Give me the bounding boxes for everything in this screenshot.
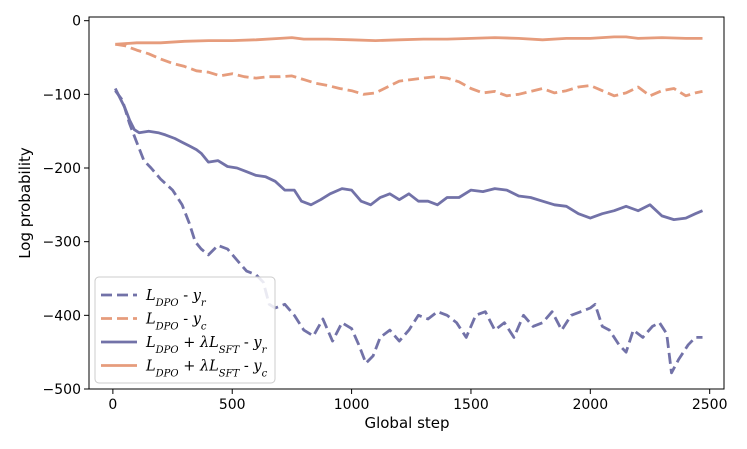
y-tick-label: −300 [43,235,81,251]
x-tick-label: 2000 [572,397,608,413]
y-tick-label: −100 [43,87,81,103]
legend-label-4: LDPO + λLSFT - yc [145,359,268,380]
y-tick-label: −200 [43,161,81,177]
y-axis-ticks: 0 −100 −200 −300 −400 −500 [43,14,89,398]
series-line-3 [114,87,704,221]
series-layer [114,35,704,375]
legend-box [94,276,276,384]
x-axis-label: Global step [364,414,449,432]
x-tick-label: 1500 [453,397,489,413]
y-axis-label: Log probability [16,147,34,259]
x-tick-label: 2500 [692,397,728,413]
legend-label-3: LDPO + λLSFT - yr [145,335,268,356]
plot-frame [88,16,725,390]
series-line-2 [115,42,703,98]
legend-label-2: LDPO - yc [145,312,207,333]
x-tick-label: 0 [108,397,117,413]
x-axis-ticks: 0 500 1000 1500 2000 2500 [108,389,727,413]
y-tick-label: −500 [43,382,81,398]
y-tick-label: 0 [72,14,81,30]
x-tick-label: 1000 [334,397,370,413]
series-line-1 [114,89,703,375]
legend-label-1: LDPO - yr [145,288,207,309]
series-line-4 [115,35,703,46]
y-tick-label: −400 [43,308,81,324]
x-tick-label: 500 [219,397,246,413]
